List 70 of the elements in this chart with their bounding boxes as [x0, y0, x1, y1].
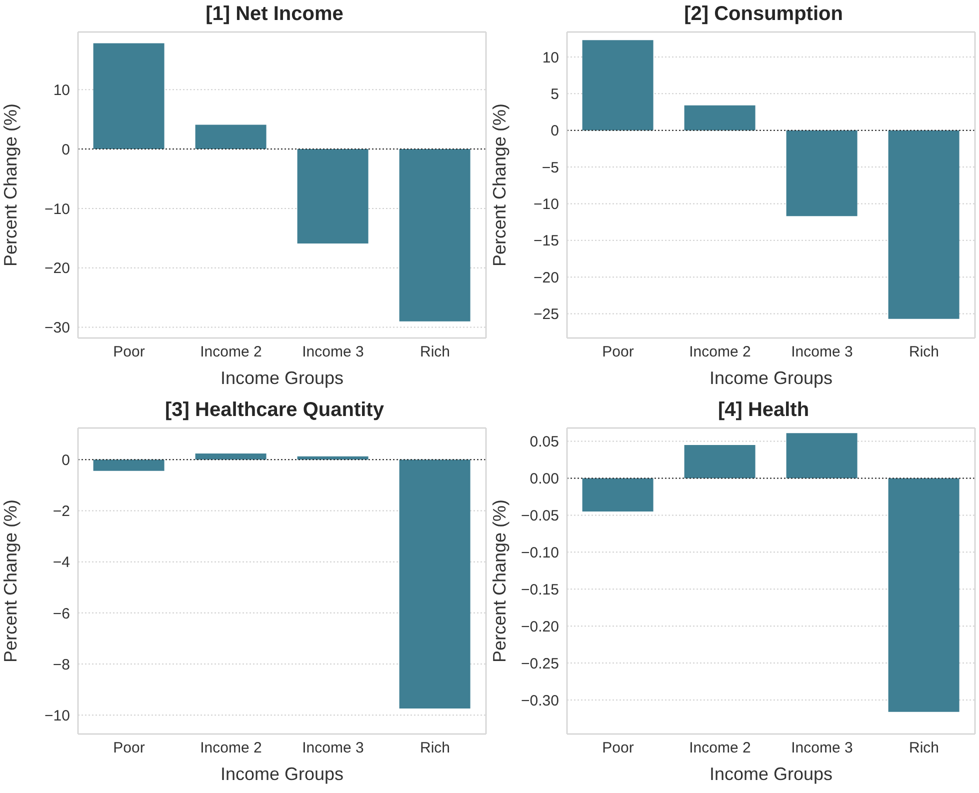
y-axis-title: Percent Change (%)	[489, 103, 510, 267]
bar	[786, 433, 858, 478]
bar	[684, 445, 756, 478]
y-tick-label: −8	[52, 656, 70, 674]
bar	[195, 454, 266, 460]
x-tick-label: Rich	[908, 740, 940, 757]
x-tick-label: Income 3	[302, 344, 364, 361]
y-tick-label: −6	[52, 605, 70, 622]
bar	[195, 124, 266, 150]
y-tick-label: −0.05	[521, 508, 559, 525]
y-tick-label: −15	[534, 232, 559, 250]
bar	[888, 478, 960, 712]
y-tick-label: 0	[62, 452, 70, 469]
x-tick-label: Poor	[602, 740, 634, 757]
y-tick-label: 5	[550, 86, 559, 103]
bar	[93, 460, 164, 471]
x-tick-label: Poor	[113, 740, 145, 757]
y-axis-title: Percent Change (%)	[0, 499, 20, 663]
y-tick-label: −0.20	[521, 618, 559, 636]
y-tick-label: 10	[53, 82, 70, 99]
x-tick-label: Income 2	[200, 344, 262, 361]
x-tick-label: Income 2	[689, 344, 751, 361]
x-tick-label: Income 2	[689, 740, 751, 757]
bar	[786, 130, 858, 216]
y-tick-label: 0	[550, 122, 559, 140]
y-tick-label: −0.15	[521, 581, 559, 598]
y-tick-label: 0.00	[530, 470, 559, 488]
x-tick-label: Poor	[113, 344, 145, 361]
bar	[888, 130, 960, 319]
y-tick-label: −30	[44, 320, 70, 337]
y-tick-label: −0.10	[521, 544, 559, 562]
y-tick-label: −25	[534, 306, 559, 324]
bar	[582, 478, 654, 512]
x-tick-label: Income 3	[302, 740, 364, 757]
chart-title: [3] Healthcare Quantity	[164, 398, 385, 423]
y-tick-label: −10	[534, 196, 559, 214]
y-tick-label: −2	[52, 503, 70, 520]
x-tick-label: Income 3	[791, 740, 853, 757]
x-tick-label: Poor	[602, 344, 634, 361]
bar	[297, 149, 368, 244]
x-tick-label: Income 2	[200, 740, 262, 757]
y-tick-label: 0.05	[530, 434, 559, 451]
y-tick-label: −10	[44, 200, 70, 218]
x-tick-label: Rich	[420, 740, 450, 757]
bar	[582, 40, 654, 130]
bar	[399, 149, 470, 322]
x-tick-label: Rich	[420, 344, 450, 361]
y-tick-label: −0.30	[521, 692, 559, 710]
y-tick-label: −5	[542, 159, 559, 176]
y-tick-label: −20	[534, 269, 559, 286]
x-tick-label: Rich	[908, 344, 940, 361]
y-axis-title: Percent Change (%)	[0, 103, 20, 267]
chart-title: [2] Consumption	[683, 2, 844, 27]
bar	[684, 105, 756, 130]
y-tick-label: −20	[44, 260, 70, 278]
bar	[93, 43, 164, 150]
x-axis-title: Income Groups	[220, 368, 344, 388]
x-tick-label: Income 3	[791, 344, 853, 361]
y-tick-label: 10	[542, 49, 559, 66]
x-axis-title: Income Groups	[709, 368, 833, 388]
y-tick-label: 0	[62, 141, 70, 158]
y-tick-label: −4	[52, 554, 70, 572]
bar	[399, 460, 470, 708]
x-axis-title: Income Groups	[220, 764, 344, 784]
chart-title: [4] Health	[716, 398, 810, 423]
y-axis-title: Percent Change (%)	[489, 499, 510, 663]
y-tick-label: −0.25	[521, 655, 559, 672]
chart-title: [1] Net Income	[204, 2, 344, 27]
x-axis-title: Income Groups	[709, 764, 833, 784]
y-tick-label: −10	[44, 707, 70, 724]
